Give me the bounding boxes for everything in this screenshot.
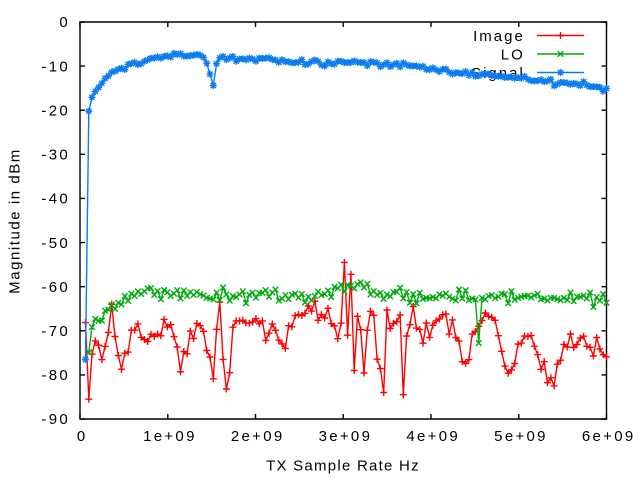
- svg-text:0: 0: [59, 14, 70, 31]
- svg-text:-70: -70: [41, 323, 70, 340]
- svg-text:0: 0: [77, 428, 88, 445]
- svg-text:TX Sample Rate Hz: TX Sample Rate Hz: [266, 458, 420, 475]
- svg-text:6e+09: 6e+09: [582, 428, 636, 445]
- svg-text:2e+09: 2e+09: [231, 428, 285, 445]
- svg-text:3e+09: 3e+09: [319, 428, 373, 445]
- svg-text:5e+09: 5e+09: [494, 428, 548, 445]
- svg-text:Magnitude in dBm: Magnitude in dBm: [7, 148, 24, 294]
- svg-text:1e+09: 1e+09: [143, 428, 197, 445]
- svg-text:-90: -90: [41, 411, 70, 428]
- svg-text:-30: -30: [41, 147, 70, 164]
- svg-text:-50: -50: [41, 235, 70, 252]
- svg-text:-60: -60: [41, 279, 70, 296]
- svg-text:-80: -80: [41, 367, 70, 384]
- svg-text:LO: LO: [501, 46, 525, 63]
- svg-text:-20: -20: [41, 102, 70, 119]
- svg-text:4e+09: 4e+09: [406, 428, 460, 445]
- svg-text:-40: -40: [41, 191, 70, 208]
- svg-text:-10: -10: [41, 58, 70, 75]
- svg-text:Image: Image: [473, 28, 525, 45]
